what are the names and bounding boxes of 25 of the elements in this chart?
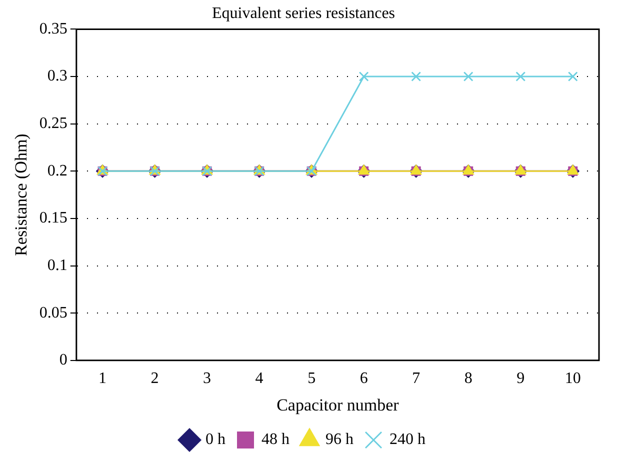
x-tick-label: 4	[255, 370, 264, 388]
y-axis-title: Resistance (Ohm)	[12, 134, 31, 256]
y-tick-label: 0	[59, 352, 68, 369]
y-tick-label: 0.25	[39, 115, 68, 132]
y-tick-label: 0.3	[47, 68, 68, 85]
y-tick-label: 0.35	[39, 20, 68, 38]
legend-label: 240 h	[390, 431, 426, 448]
x-tick-label: 10	[564, 370, 581, 388]
legend-label: 96 h	[326, 431, 354, 448]
x-tick-label: 6	[360, 370, 368, 388]
x-tick-label: 5	[308, 370, 316, 388]
x-tick-label: 3	[203, 370, 212, 388]
x-tick-label: 1	[98, 370, 107, 388]
x-tick-label: 9	[516, 370, 525, 388]
x-axis-title: Capacitor number	[276, 395, 400, 414]
legend-label: 48 h	[262, 431, 290, 448]
x-tick-label: 8	[464, 370, 472, 388]
legend-label: 0 h	[206, 431, 226, 448]
y-tick-label: 0.1	[47, 256, 68, 274]
chart-title: Equivalent series resistances	[212, 4, 396, 22]
x-tick-label: 7	[412, 370, 420, 388]
y-tick-label: 0.15	[39, 210, 68, 227]
x-tick-label: 2	[150, 370, 159, 388]
y-tick-label: 0.2	[47, 162, 68, 180]
y-tick-label: 0.05	[39, 304, 68, 322]
